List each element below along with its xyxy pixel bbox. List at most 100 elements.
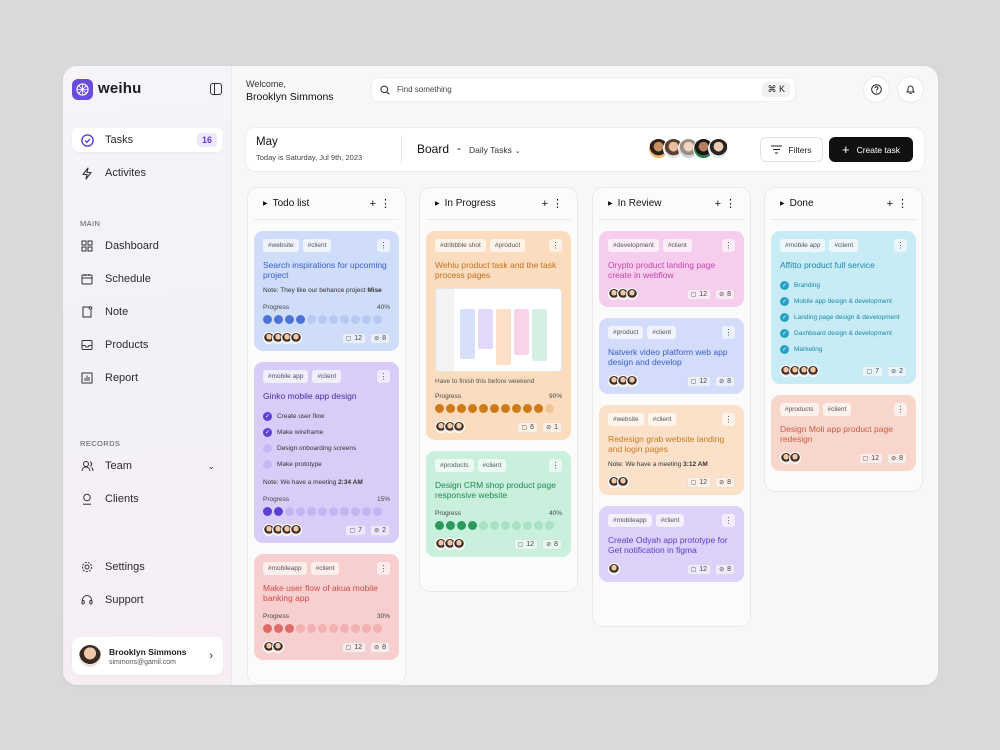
attachments-count[interactable]: ⊘ 8 — [715, 288, 735, 300]
column-actions[interactable]: +⋮ — [541, 198, 567, 210]
tag[interactable]: #client — [302, 239, 332, 252]
nav-item-note[interactable]: Note — [72, 300, 223, 324]
task-card[interactable]: #mobile app #client ⋮ Affitto product ful… — [771, 231, 916, 384]
checklist-item[interactable]: ✓ Branding — [780, 277, 907, 293]
nav-item-report[interactable]: Report — [72, 366, 223, 390]
card-menu-icon[interactable]: ⋮ — [722, 239, 735, 252]
tag[interactable]: #website — [608, 413, 644, 426]
nav-item-tasks[interactable]: Tasks 16 — [72, 128, 223, 152]
card-menu-icon[interactable]: ⋮ — [377, 370, 390, 383]
assignee-avatars[interactable] — [263, 641, 284, 653]
assignee-avatars[interactable] — [780, 452, 801, 464]
attachments-count[interactable]: ⊘ 8 — [715, 375, 735, 387]
attachments-count[interactable]: ⊘ 8 — [715, 476, 735, 488]
card-menu-icon[interactable]: ⋮ — [549, 239, 562, 252]
checklist-item[interactable]: ✓ Make wireframe — [263, 424, 390, 440]
caret-right-icon[interactable]: ▶ — [608, 201, 613, 207]
attachments-count[interactable]: ⊘ 1 — [542, 421, 562, 433]
tag[interactable]: #client — [312, 370, 342, 383]
chevron-right-icon[interactable]: › — [209, 650, 213, 662]
task-card[interactable]: #website #client ⋮ Search inspirations fo… — [254, 231, 399, 351]
attachments-count[interactable]: ⊘ 8 — [370, 332, 390, 344]
comments-count[interactable]: ▢ 6 — [517, 421, 539, 433]
column-actions[interactable]: +⋮ — [714, 198, 740, 210]
comments-count[interactable]: ▢ 12 — [686, 563, 712, 575]
nav-item-dashboard[interactable]: Dashboard — [72, 234, 223, 258]
assignee-avatars[interactable] — [608, 288, 638, 300]
assignee-avatars[interactable] — [780, 365, 819, 377]
attachments-count[interactable]: ⊘ 8 — [715, 563, 735, 575]
comments-count[interactable]: ▢ 12 — [341, 641, 367, 653]
task-card[interactable]: #products #client ⋮ Design Moli app produ… — [771, 395, 916, 471]
comments-count[interactable]: ▢ 12 — [686, 288, 712, 300]
attachments-count[interactable]: ⊘ 2 — [887, 365, 907, 377]
checkbox-checked-icon[interactable]: ✓ — [263, 411, 272, 421]
notifications-button[interactable] — [898, 77, 923, 102]
assignee-avatars[interactable] — [263, 524, 302, 536]
task-card[interactable]: #dribbble shot #product ⋮ Wehiu product t… — [426, 231, 571, 440]
checklist-item[interactable]: ✓ Dashboard design & development — [780, 325, 907, 341]
comments-count[interactable]: ▢ 12 — [686, 375, 712, 387]
tag[interactable]: #client — [647, 413, 677, 426]
comments-count[interactable]: ▢ 12 — [513, 538, 539, 550]
tag[interactable]: #website — [263, 239, 299, 252]
card-menu-icon[interactable]: ⋮ — [722, 413, 735, 426]
screenshot-thumbnail[interactable] — [435, 288, 562, 372]
comments-count[interactable]: ▢ 12 — [686, 476, 712, 488]
nav-item-schedule[interactable]: Schedule — [72, 267, 223, 291]
comments-count[interactable]: ▢ 12 — [858, 452, 884, 464]
checklist-item[interactable]: ✓ Create user flow — [263, 408, 390, 424]
tag[interactable]: #client — [662, 239, 692, 252]
column-actions[interactable]: +⋮ — [886, 198, 912, 210]
attachments-count[interactable]: ⊘ 2 — [370, 524, 390, 536]
team-avatars[interactable] — [648, 138, 729, 159]
card-menu-icon[interactable]: ⋮ — [894, 403, 907, 416]
search-bar[interactable]: Find something ⌘ K — [372, 78, 795, 101]
checkbox-checked-icon[interactable]: ✓ — [780, 344, 789, 354]
checklist-item[interactable]: ✓ Landing page design & development — [780, 309, 907, 325]
card-menu-icon[interactable]: ⋮ — [722, 326, 735, 339]
comments-count[interactable]: ▢ 7 — [345, 524, 367, 536]
checkbox-unchecked-icon[interactable] — [263, 459, 272, 469]
assignee-avatars[interactable] — [608, 375, 638, 387]
tag[interactable]: #client — [647, 326, 677, 339]
task-card[interactable]: #mobile app #client ⋮ Ginko mobile app de… — [254, 362, 399, 543]
checkbox-checked-icon[interactable]: ✓ — [263, 427, 272, 437]
tag[interactable]: #client — [477, 459, 507, 472]
task-card[interactable]: #product #client ⋮ Natverk video platform… — [599, 318, 744, 394]
user-profile-card[interactable]: Brooklyn Simmons simmons@gamil.com › — [72, 637, 223, 675]
assignee-avatars[interactable] — [608, 563, 620, 575]
tag[interactable]: #product — [608, 326, 644, 339]
tag[interactable]: #mobileapp — [263, 562, 307, 575]
comments-count[interactable]: ▢ 12 — [341, 332, 367, 344]
search-input[interactable]: Find something — [397, 85, 452, 94]
assignee-avatars[interactable] — [608, 476, 629, 488]
nav-item-settings[interactable]: Settings — [72, 555, 223, 579]
card-menu-icon[interactable]: ⋮ — [377, 562, 390, 575]
attachments-count[interactable]: ⊘ 8 — [542, 538, 562, 550]
tag[interactable]: #dribbble shot — [435, 239, 486, 252]
tag[interactable]: #mobile app — [263, 370, 309, 383]
task-card[interactable]: #development #client ⋮ Orypto product lan… — [599, 231, 744, 307]
tag[interactable]: #mobileapp — [608, 514, 652, 527]
checkbox-checked-icon[interactable]: ✓ — [780, 328, 789, 338]
assignee-avatars[interactable] — [435, 421, 465, 433]
chevron-down-icon[interactable]: ⌄ — [207, 460, 215, 471]
nav-item-support[interactable]: Support — [72, 588, 223, 612]
checkbox-checked-icon[interactable]: ✓ — [780, 312, 789, 322]
checklist-item[interactable]: Design onboarding screens — [263, 440, 390, 456]
tag[interactable]: #client — [822, 403, 852, 416]
tag[interactable]: #products — [435, 459, 474, 472]
tag[interactable]: #products — [780, 403, 819, 416]
nav-item-products[interactable]: Products — [72, 333, 223, 357]
task-card[interactable]: #products #client ⋮ Design CRM shop produ… — [426, 451, 571, 557]
caret-right-icon[interactable]: ▶ — [435, 201, 440, 207]
checkbox-unchecked-icon[interactable] — [263, 443, 272, 453]
tag[interactable]: #client — [310, 562, 340, 575]
tag[interactable]: #development — [608, 239, 659, 252]
attachments-count[interactable]: ⊘ 8 — [370, 641, 390, 653]
column-actions[interactable]: +⋮ — [369, 198, 395, 210]
card-menu-icon[interactable]: ⋮ — [377, 239, 390, 252]
checklist-item[interactable]: Make prototype — [263, 456, 390, 472]
tag[interactable]: #client — [829, 239, 859, 252]
